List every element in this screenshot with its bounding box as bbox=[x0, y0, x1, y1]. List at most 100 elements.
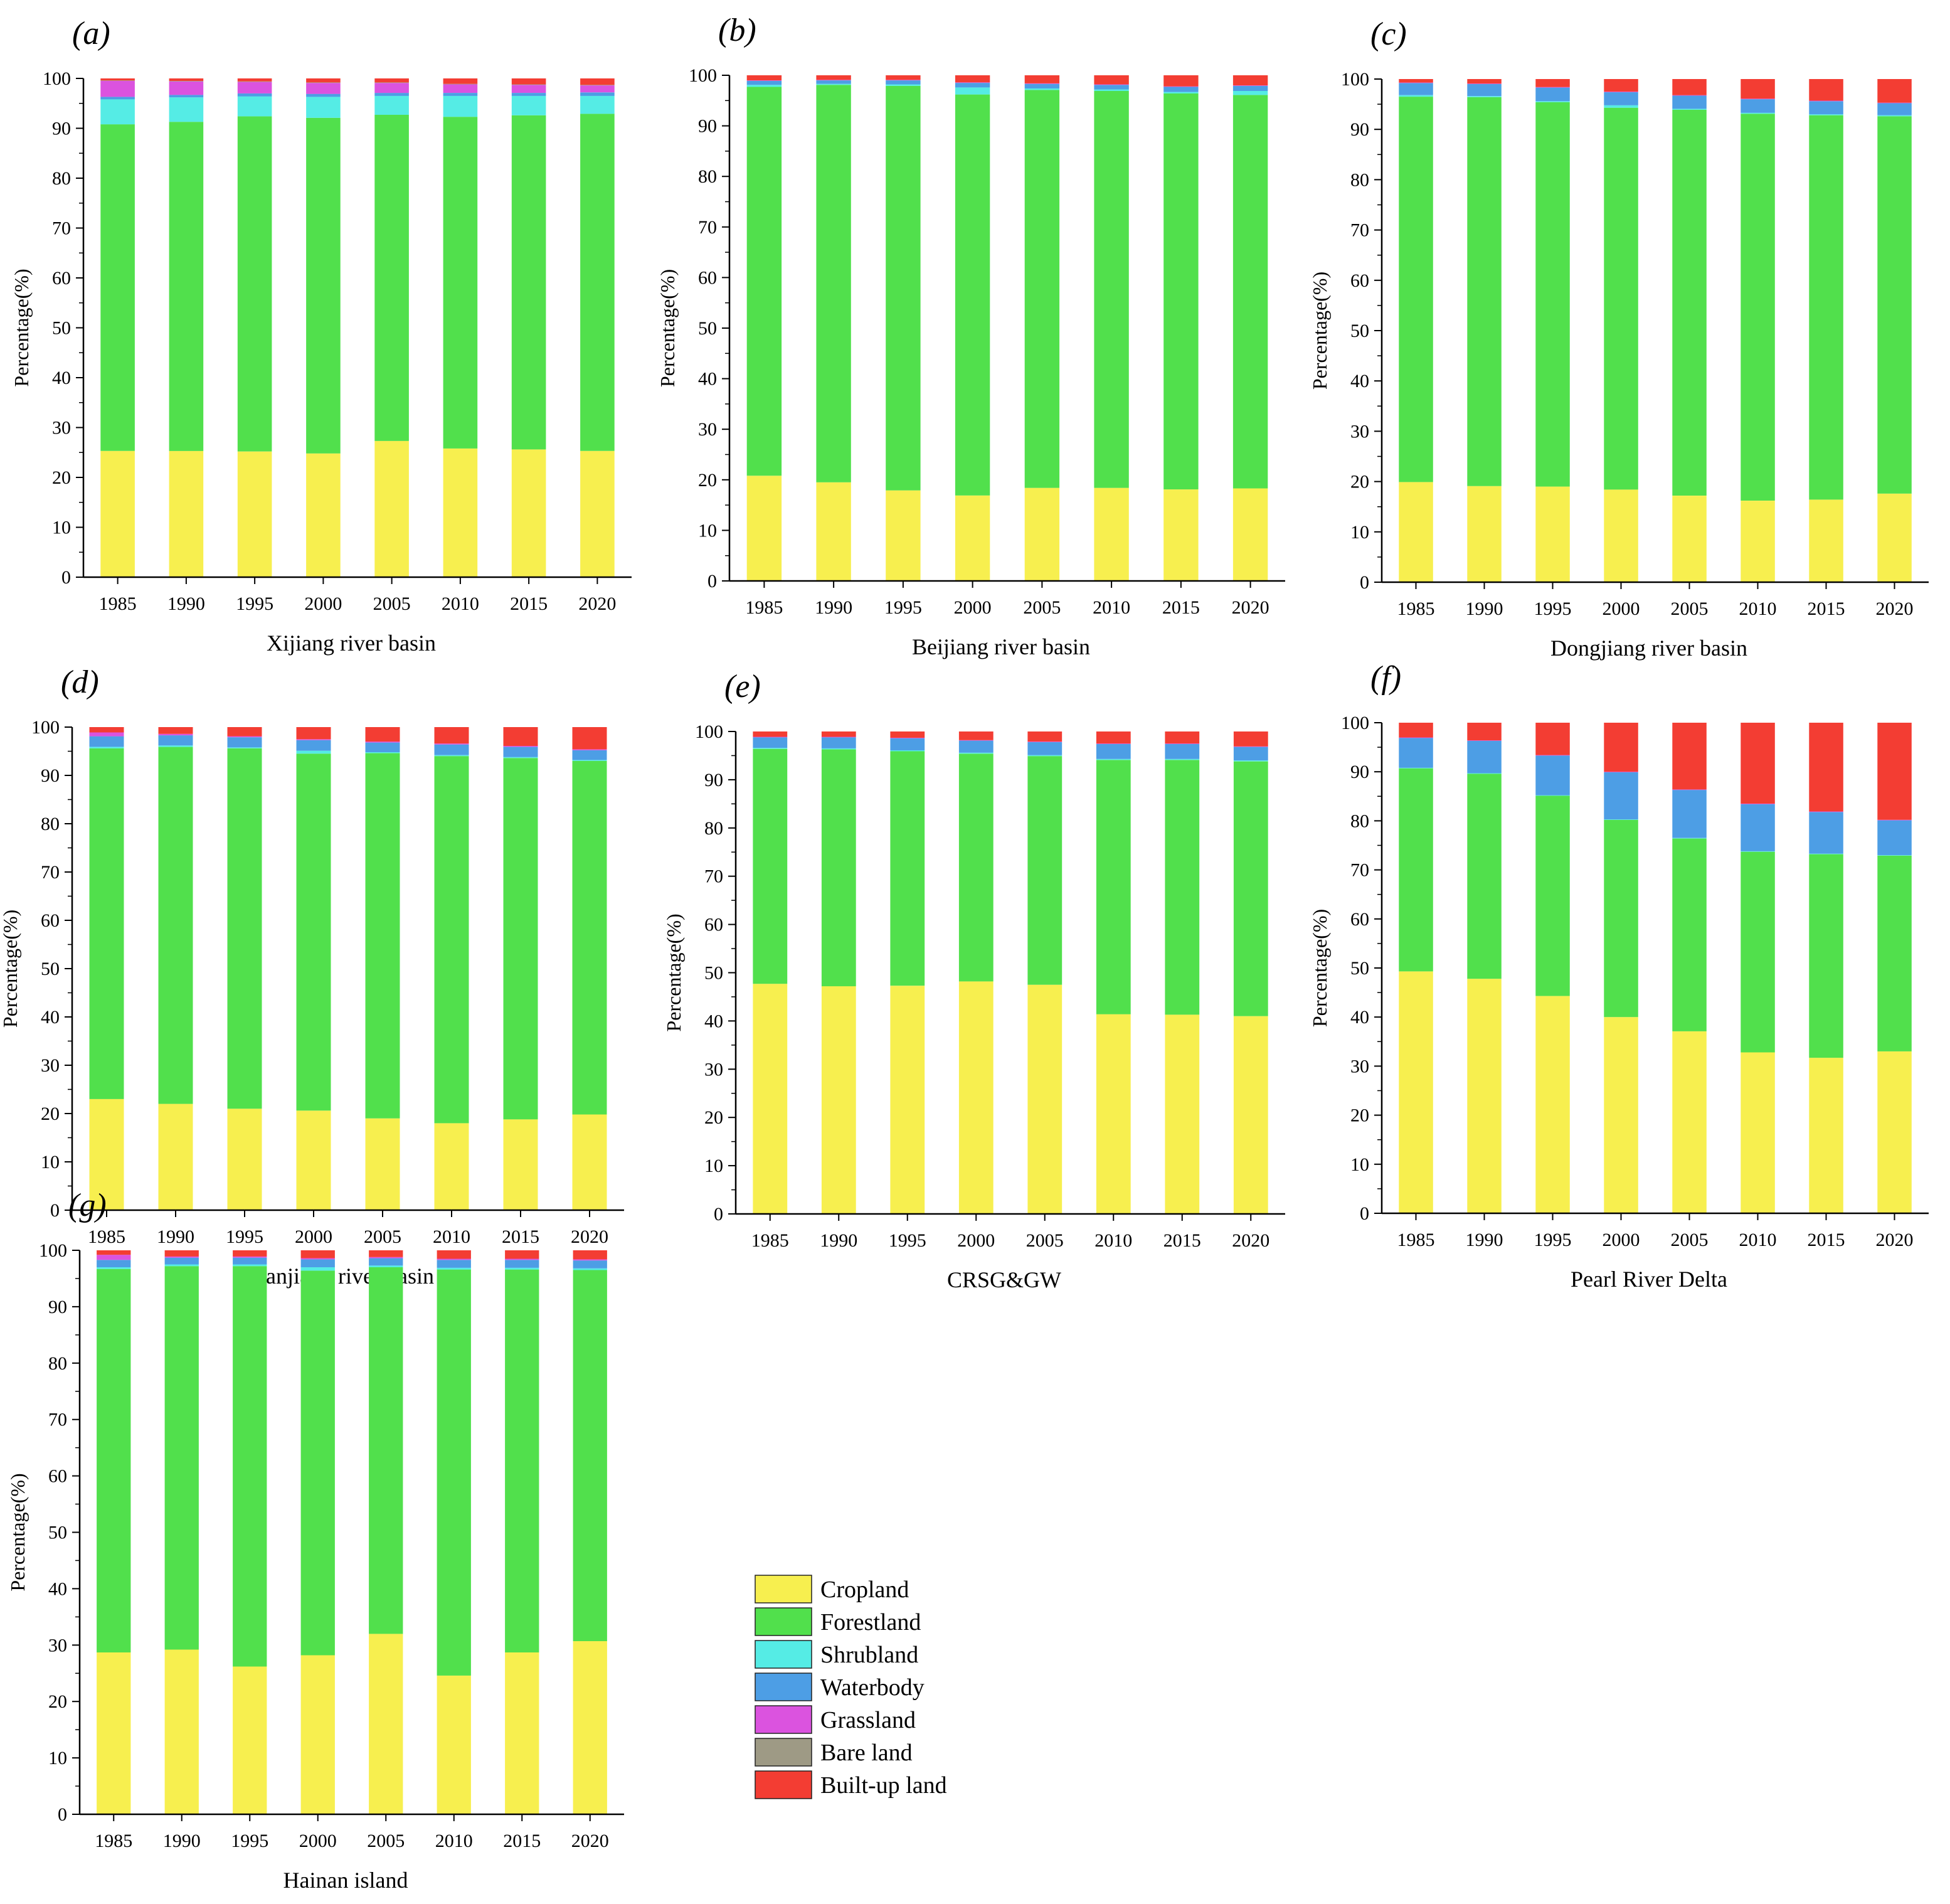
bar-segment-forestland-1985 bbox=[1399, 768, 1433, 972]
legend-label-bare-land: Bare land bbox=[820, 1740, 913, 1766]
x-tick-label: 2020 bbox=[1232, 597, 1269, 618]
x-tick-label: 1985 bbox=[99, 593, 137, 614]
x-tick-label: 2020 bbox=[1232, 1230, 1269, 1251]
y-tick-label: 30 bbox=[1350, 1056, 1369, 1077]
y-tick-label: 100 bbox=[689, 65, 717, 86]
bar-segment-shrubland-2010 bbox=[1094, 89, 1129, 91]
bar-segment-cropland-2015 bbox=[505, 1652, 539, 1814]
bar-segment-cropland-1990 bbox=[1467, 979, 1502, 1213]
bar-segment-shrubland-1985 bbox=[97, 1267, 131, 1269]
bar-segment-cropland-1985 bbox=[97, 1652, 131, 1814]
bar-segment-shrubland-1990 bbox=[169, 97, 204, 122]
y-tick-label: 80 bbox=[52, 168, 71, 189]
bar-segment-built-up-land-2000 bbox=[300, 1250, 335, 1258]
y-tick-label: 10 bbox=[41, 1152, 60, 1173]
x-axis-title: Beijiang river basin bbox=[912, 634, 1090, 659]
x-tick-label: 2020 bbox=[571, 1226, 608, 1247]
bar-segment-cropland-2000 bbox=[955, 495, 990, 581]
y-tick-label: 30 bbox=[52, 418, 71, 439]
x-axis-title: Pearl River Delta bbox=[1571, 1267, 1727, 1292]
bar-segment-forestland-2020 bbox=[1877, 855, 1912, 1051]
bar-segment-forestland-2015 bbox=[503, 758, 538, 1120]
bar-segment-forestland-2005 bbox=[1672, 838, 1707, 1031]
y-tick-label: 40 bbox=[704, 1011, 723, 1031]
bar-segment-waterbody-2020 bbox=[573, 1260, 607, 1268]
bar-segment-grassland-1990 bbox=[158, 733, 193, 736]
bar-segment-cropland-2015 bbox=[1809, 1058, 1843, 1213]
y-tick-label: 30 bbox=[48, 1635, 67, 1656]
bar-segment-forestland-2005 bbox=[369, 1267, 403, 1634]
bar-segment-waterbody-2020 bbox=[572, 750, 607, 760]
y-tick-label: 70 bbox=[1350, 860, 1369, 881]
bar-segment-waterbody-2000 bbox=[306, 93, 341, 97]
bar-segment-waterbody-1985 bbox=[753, 737, 788, 748]
y-tick-label: 10 bbox=[48, 1748, 67, 1768]
bar-segment-waterbody-2015 bbox=[503, 747, 538, 757]
bar-segment-cropland-2000 bbox=[296, 1110, 331, 1210]
bar-segment-shrubland-2010 bbox=[1096, 758, 1131, 760]
bar-segment-forestland-2000 bbox=[958, 753, 994, 982]
bar-segment-grassland-1995 bbox=[1535, 87, 1570, 88]
legend-label-cropland: Cropland bbox=[820, 1577, 909, 1603]
y-tick-label: 100 bbox=[31, 717, 60, 738]
bar-segment-built-up-land-2020 bbox=[1877, 79, 1912, 103]
y-tick-label: 80 bbox=[698, 166, 717, 187]
bar-segment-waterbody-2005 bbox=[1672, 790, 1707, 838]
bar-segment-grassland-1995 bbox=[227, 736, 262, 738]
bar-segment-built-up-land-1990 bbox=[169, 78, 204, 81]
bar-segment-shrubland-1995 bbox=[886, 84, 921, 86]
bar-segment-shrubland-2010 bbox=[1741, 851, 1775, 852]
y-tick-label: 0 bbox=[714, 1204, 723, 1225]
x-tick-label: 2005 bbox=[367, 1831, 405, 1851]
legend-swatch-grassland bbox=[755, 1705, 812, 1734]
bar-segment-built-up-land-2015 bbox=[503, 727, 538, 746]
y-tick-label: 60 bbox=[1350, 909, 1369, 930]
bar-segment-grassland-2015 bbox=[505, 1258, 539, 1260]
legend-swatch-cropland bbox=[755, 1575, 812, 1604]
y-axis-label: Percentage(%) bbox=[1308, 272, 1331, 390]
bar-segment-cropland-1990 bbox=[169, 450, 204, 577]
bar-segment-waterbody-1985 bbox=[1399, 738, 1433, 768]
bar-segment-grassland-1990 bbox=[821, 737, 856, 738]
legend-swatch-bare-land bbox=[755, 1738, 812, 1767]
bar-segment-forestland-1995 bbox=[237, 116, 272, 452]
bar-segment-forestland-2005 bbox=[1672, 109, 1707, 496]
x-tick-label: 2020 bbox=[578, 593, 616, 614]
bar-segment-cropland-2005 bbox=[365, 1118, 400, 1210]
y-tick-label: 0 bbox=[707, 571, 717, 592]
bar-segment-shrubland-2005 bbox=[365, 752, 400, 753]
x-tick-label: 1985 bbox=[1397, 1230, 1435, 1250]
bar-segment-built-up-land-2005 bbox=[1024, 75, 1060, 83]
bar-segment-cropland-1985 bbox=[89, 1098, 124, 1210]
bar-segment-shrubland-1995 bbox=[233, 1264, 267, 1267]
bar-segment-forestland-2010 bbox=[1741, 851, 1775, 1053]
panel-label: (a) bbox=[72, 16, 110, 51]
bar-segment-built-up-land-1995 bbox=[886, 75, 921, 80]
x-tick-label: 2000 bbox=[957, 1230, 995, 1251]
bar-segment-shrubland-1985 bbox=[746, 85, 782, 87]
x-tick-label: 1995 bbox=[236, 593, 273, 614]
y-tick-label: 70 bbox=[48, 1410, 67, 1430]
bar-segment-forestland-2000 bbox=[306, 117, 341, 454]
x-tick-label: 2010 bbox=[1739, 1230, 1777, 1250]
x-tick-label: 1985 bbox=[88, 1226, 125, 1247]
bar-segment-grassland-2005 bbox=[369, 1257, 403, 1258]
x-tick-label: 1985 bbox=[1397, 598, 1435, 619]
y-tick-label: 50 bbox=[704, 963, 723, 984]
bar-segment-grassland-2005 bbox=[365, 742, 400, 743]
bar-segment-waterbody-1995 bbox=[237, 93, 272, 97]
bar-segment-cropland-2010 bbox=[1096, 1014, 1131, 1214]
bar-segment-cropland-1990 bbox=[158, 1104, 193, 1210]
bar-segment-shrubland-1990 bbox=[816, 83, 851, 85]
bar-segment-built-up-land-2015 bbox=[1809, 79, 1843, 101]
bar-segment-shrubland-2005 bbox=[1672, 838, 1707, 839]
bar-segment-shrubland-2015 bbox=[505, 1267, 539, 1270]
bar-segment-waterbody-1985 bbox=[89, 736, 124, 747]
bar-segment-built-up-land-2020 bbox=[580, 78, 615, 85]
bar-segment-waterbody-2020 bbox=[1233, 747, 1268, 761]
x-tick-label: 2000 bbox=[954, 597, 992, 618]
bar-segment-grassland-2010 bbox=[1741, 98, 1775, 100]
x-tick-label: 2005 bbox=[364, 1226, 401, 1247]
bar-segment-forestland-1990 bbox=[158, 747, 193, 1104]
bar-segment-grassland-1985 bbox=[746, 80, 782, 81]
